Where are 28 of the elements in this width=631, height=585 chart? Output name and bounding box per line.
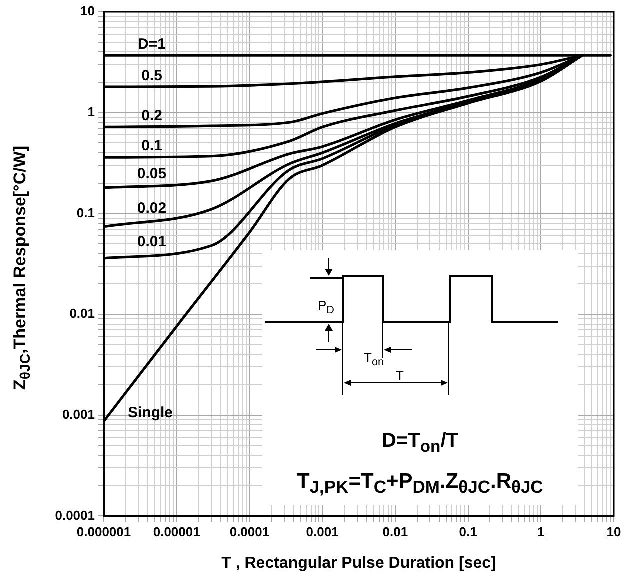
text: T$_{J,PK}$=T$_{C}$+P$_{DM}$.Z$_{θJC}$.R$_{θJC}$ bbox=[297, 470, 544, 498]
y-tick-label: 0.0001 bbox=[55, 508, 95, 523]
series-label: 0.5 bbox=[142, 68, 162, 85]
x-tick-label: 10 bbox=[606, 524, 622, 540]
annotation: P$_{D}$ bbox=[318, 298, 334, 317]
x-tick-label: 0.01 bbox=[382, 524, 408, 540]
y-tick-label: 0.001 bbox=[62, 406, 95, 422]
series-label: 0.2 bbox=[142, 107, 162, 124]
series-label: 0.01 bbox=[137, 233, 167, 250]
annotation: D=T$_{on}$/T bbox=[382, 430, 458, 457]
x-tick-label: 0.000001 bbox=[76, 524, 132, 540]
series-label: Single bbox=[128, 404, 174, 422]
x-axis-title: T , Rectangular Pulse Duration [sec] bbox=[222, 554, 496, 572]
x-tick-label: 0.0001 bbox=[230, 524, 270, 540]
annotation: T bbox=[396, 368, 404, 383]
x-tick-label: 0.00001 bbox=[153, 524, 200, 540]
x-tick-label: 1 bbox=[538, 524, 545, 540]
y-tick-label: 0.1 bbox=[76, 205, 95, 220]
y-tick-label: 1 bbox=[88, 104, 95, 120]
series-label: D=1 bbox=[138, 36, 166, 54]
x-tick-label: 0.001 bbox=[306, 524, 339, 540]
y-tick-label: 0.01 bbox=[70, 306, 95, 322]
annotation: T$_{on}$ bbox=[364, 350, 384, 369]
series-label: 0.02 bbox=[137, 200, 167, 217]
series-label: 0.05 bbox=[137, 166, 167, 183]
series-label: 0.1 bbox=[142, 138, 162, 155]
y-tick-label: 10 bbox=[80, 4, 95, 19]
x-tick-label: 0.1 bbox=[459, 524, 478, 540]
